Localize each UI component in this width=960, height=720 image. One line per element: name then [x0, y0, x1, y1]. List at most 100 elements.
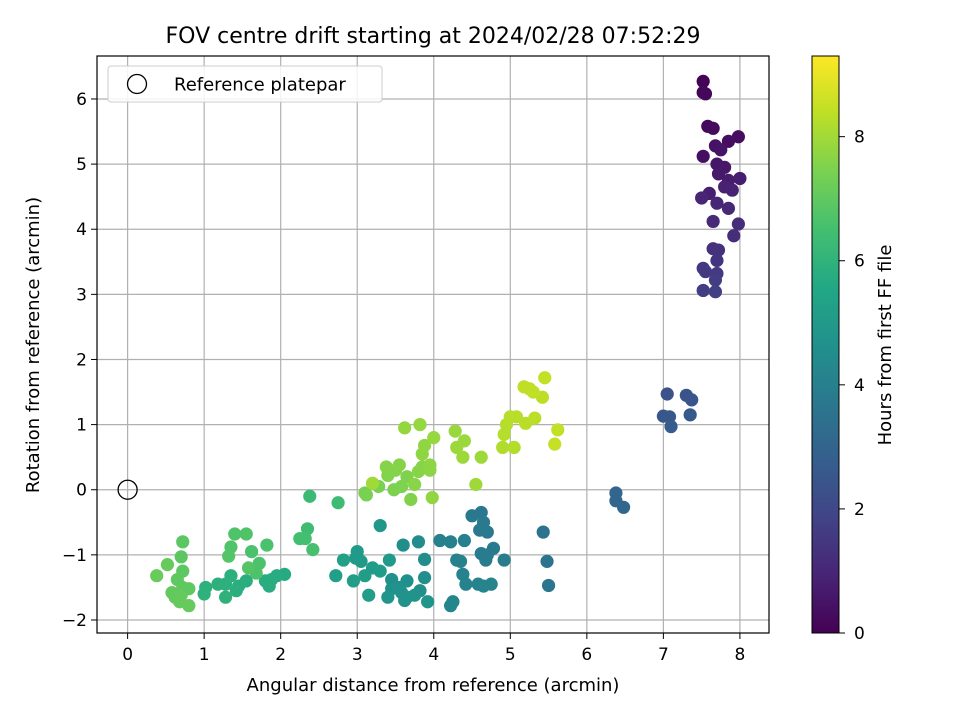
data-point	[695, 191, 709, 205]
data-point	[398, 421, 412, 435]
data-point	[444, 535, 458, 549]
data-point	[733, 171, 747, 186]
scatter-points	[150, 74, 747, 613]
data-point	[708, 285, 723, 299]
data-point	[469, 477, 483, 492]
data-point	[456, 450, 470, 464]
y-axis-label: Rotation from reference (arcmin)	[23, 197, 44, 493]
data-point	[260, 538, 274, 552]
data-point	[696, 74, 710, 88]
x-tick-label: 6	[581, 645, 592, 665]
data-point	[507, 440, 521, 454]
data-point	[616, 500, 631, 514]
data-point	[526, 385, 540, 399]
legend-box	[107, 65, 383, 103]
y-tick-label: −2	[62, 611, 87, 631]
x-tick-label: 1	[199, 645, 210, 665]
data-point	[373, 518, 387, 533]
x-axis-label: Angular distance from reference (arcmin)	[247, 675, 620, 696]
data-point	[459, 577, 473, 591]
data-point	[404, 492, 418, 507]
data-point	[479, 553, 493, 567]
y-axis-ticks: −2 −1 0 1 2 3 4 5 6	[62, 90, 97, 631]
data-point	[346, 574, 361, 588]
data-point	[381, 590, 395, 604]
data-point	[710, 196, 724, 210]
data-point	[228, 527, 242, 541]
data-point	[683, 408, 697, 422]
x-axis-ticks: 0 1 2 3 4 5 6 7 8	[122, 633, 745, 665]
data-point	[696, 283, 710, 298]
data-point	[711, 243, 726, 257]
data-point	[396, 538, 410, 552]
data-point	[306, 543, 320, 557]
data-point	[417, 438, 432, 453]
reference-platepar-marker	[117, 479, 138, 500]
data-point	[541, 578, 556, 593]
y-tick-label: 3	[76, 285, 87, 305]
legend: Reference platepar	[107, 65, 383, 103]
data-point	[411, 535, 426, 549]
data-point	[727, 229, 741, 243]
x-tick-label: 0	[122, 645, 133, 665]
data-point	[706, 121, 720, 135]
data-point	[182, 599, 196, 613]
data-point	[465, 509, 479, 523]
data-point	[548, 437, 562, 451]
data-point	[731, 217, 745, 231]
y-tick-label: −1	[62, 546, 87, 566]
data-point	[160, 558, 175, 572]
data-point	[448, 424, 462, 438]
data-point	[457, 533, 471, 548]
data-point	[708, 273, 723, 287]
data-point	[425, 490, 439, 505]
y-tick-label: 1	[76, 416, 87, 436]
x-tick-label: 7	[658, 645, 669, 665]
data-point	[331, 496, 345, 510]
colorbar-tick-label: 0	[854, 624, 865, 644]
legend-marker-icon	[126, 73, 148, 95]
y-tick-label: 4	[76, 220, 87, 240]
data-point	[245, 544, 259, 559]
data-point	[421, 595, 435, 609]
chart-title: FOV centre drift starting at 2024/02/28 …	[166, 24, 701, 49]
data-point	[211, 577, 225, 591]
data-point	[706, 214, 720, 229]
colorbar-gradient	[811, 55, 840, 634]
x-tick-label: 2	[275, 645, 286, 665]
data-point	[698, 87, 713, 101]
data-point	[710, 253, 724, 268]
data-point	[417, 552, 432, 567]
colorbar-tick-label: 4	[854, 376, 865, 396]
data-point	[509, 410, 524, 424]
data-point	[731, 130, 745, 144]
colorbar-label: Hours from first FF file	[875, 245, 896, 446]
data-point	[358, 569, 372, 583]
colorbar-tick-label: 8	[854, 128, 865, 148]
data-point	[696, 149, 710, 163]
data-point	[664, 419, 678, 434]
data-point	[423, 458, 437, 472]
y-tick-label: 5	[76, 155, 87, 175]
legend-label: Reference platepar	[174, 75, 346, 96]
data-point	[417, 571, 432, 585]
data-point	[218, 590, 233, 604]
data-point	[354, 554, 368, 568]
data-point	[540, 554, 554, 568]
data-point	[450, 440, 464, 454]
data-point	[721, 201, 736, 215]
data-point	[408, 477, 422, 492]
data-point	[262, 579, 276, 593]
x-tick-label: 8	[735, 645, 746, 665]
data-point	[222, 549, 236, 563]
y-tick-label: 6	[76, 90, 87, 110]
data-point	[538, 371, 552, 385]
data-point	[239, 527, 253, 541]
colorbar-ticks: 0 2 4 6 8	[839, 128, 865, 644]
data-point	[662, 410, 677, 424]
data-point	[480, 525, 494, 539]
data-point	[453, 554, 468, 568]
data-point	[721, 134, 736, 148]
reference-point	[117, 479, 138, 500]
data-point	[714, 143, 728, 157]
